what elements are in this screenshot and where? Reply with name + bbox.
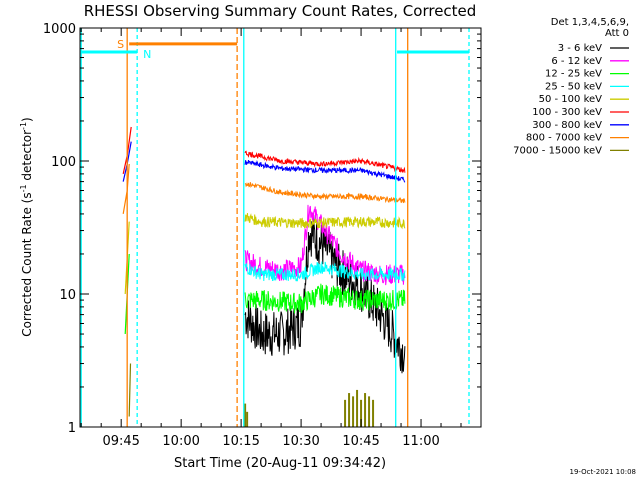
series-line (244, 150, 406, 174)
y-tick-label: 1000 (43, 22, 76, 37)
timestamp: 19-Oct-2021 10:08 (570, 468, 636, 476)
series-line (244, 261, 406, 282)
series-line (244, 182, 406, 204)
x-axis-label: Start Time (20-Aug-11 09:34:42) (174, 456, 386, 471)
boundary-lines (80, 28, 470, 427)
legend-label: 800 - 7000 keV (526, 133, 602, 144)
y-tick-label: 1 (68, 421, 76, 436)
legend-header-1: Det 1,3,4,5,6,9, (551, 17, 629, 28)
legend-label: 3 - 6 keV (558, 43, 602, 54)
chart-title: RHESSI Observing Summary Count Rates, Co… (84, 2, 477, 20)
plot-frame (79, 27, 482, 428)
x-tick-label: 10:15 (222, 434, 259, 449)
series-line (244, 283, 406, 314)
legend-label: 7000 - 15000 keV (513, 145, 602, 156)
legend-label: 25 - 50 keV (545, 81, 602, 92)
series-line (244, 213, 406, 230)
y-axis-label: Corrected Count Rate (s-1 detector-1) (19, 117, 34, 336)
flag-label: N (143, 48, 151, 61)
legend: Det 1,3,4,5,6,9, Att 0 3 - 6 keV 6 - 12 k… (513, 17, 629, 156)
y-tick-label: 10 (59, 288, 76, 303)
data-lines (122, 126, 406, 427)
x-tick-label: 09:45 (102, 434, 139, 449)
legend-label: 300 - 800 keV (532, 120, 602, 131)
series-line (244, 159, 406, 183)
x-tick-label: 10:00 (162, 434, 199, 449)
y-axis-ticks: 1 10 100 1000 (43, 22, 481, 436)
x-axis-ticks: 09:45 10:00 10:15 10:30 10:45 11:00 (80, 28, 462, 449)
legend-label: 12 - 25 keV (545, 69, 602, 80)
x-tick-label: 11:00 (402, 434, 439, 449)
legend-label: 100 - 300 keV (532, 107, 602, 118)
x-tick-label: 10:30 (282, 434, 319, 449)
flag-label: S (117, 38, 124, 51)
state-flags: SN (81, 38, 470, 61)
x-tick-label: 10:45 (342, 434, 379, 449)
series-spike (128, 363, 132, 417)
legend-header-2: Att 0 (605, 28, 629, 39)
legend-label: 50 - 100 keV (539, 94, 603, 105)
legend-label: 6 - 12 keV (551, 56, 602, 67)
y-tick-label: 100 (51, 155, 76, 170)
